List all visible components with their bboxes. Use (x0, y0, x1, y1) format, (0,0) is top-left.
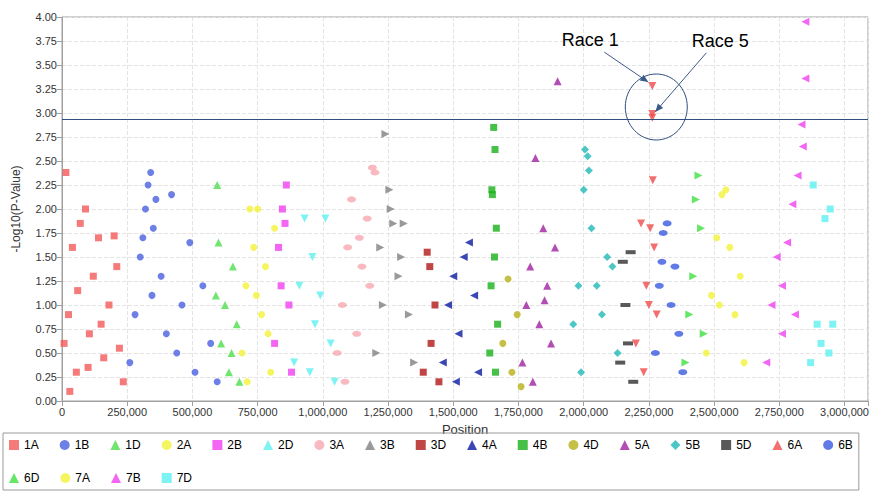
svg-text:250,000: 250,000 (107, 406, 147, 418)
svg-text:1.25: 1.25 (36, 275, 57, 287)
svg-text:7D: 7D (177, 471, 193, 485)
svg-text:4.00: 4.00 (36, 11, 57, 23)
svg-text:2.25: 2.25 (36, 179, 57, 191)
svg-text:500,000: 500,000 (173, 406, 213, 418)
svg-text:5A: 5A (635, 438, 650, 452)
svg-text:6D: 6D (24, 471, 40, 485)
svg-text:Race 1: Race 1 (562, 30, 619, 50)
svg-text:5D: 5D (736, 438, 752, 452)
svg-text:2A: 2A (177, 438, 192, 452)
svg-text:4D: 4D (583, 438, 599, 452)
svg-text:-Log10(P-Value): -Log10(P-Value) (9, 165, 23, 252)
svg-text:3D: 3D (431, 438, 447, 452)
svg-text:0.00: 0.00 (36, 395, 57, 407)
svg-text:2.75: 2.75 (36, 131, 57, 143)
svg-text:2.00: 2.00 (36, 203, 57, 215)
svg-text:2D: 2D (278, 438, 294, 452)
svg-text:1,500,000: 1,500,000 (429, 406, 478, 418)
svg-text:1A: 1A (24, 438, 39, 452)
svg-text:0.75: 0.75 (36, 323, 57, 335)
svg-text:2,000,000: 2,000,000 (559, 406, 608, 418)
svg-text:2,750,000: 2,750,000 (755, 406, 804, 418)
svg-text:2,250,000: 2,250,000 (624, 406, 673, 418)
svg-text:3.25: 3.25 (36, 83, 57, 95)
svg-text:3B: 3B (380, 438, 395, 452)
svg-text:5B: 5B (685, 438, 700, 452)
svg-text:1,250,000: 1,250,000 (364, 406, 413, 418)
svg-text:1.50: 1.50 (36, 251, 57, 263)
svg-text:6B: 6B (838, 438, 853, 452)
svg-text:6A: 6A (787, 438, 802, 452)
svg-text:3A: 3A (329, 438, 344, 452)
svg-text:1.00: 1.00 (36, 299, 57, 311)
svg-text:7B: 7B (126, 471, 141, 485)
svg-text:2.50: 2.50 (36, 155, 57, 167)
svg-text:2B: 2B (227, 438, 242, 452)
svg-text:4B: 4B (533, 438, 548, 452)
svg-text:0.25: 0.25 (36, 371, 57, 383)
svg-text:3.75: 3.75 (36, 35, 57, 47)
svg-text:1B: 1B (75, 438, 90, 452)
svg-text:0.50: 0.50 (36, 347, 57, 359)
svg-text:2,500,000: 2,500,000 (690, 406, 739, 418)
svg-text:3.50: 3.50 (36, 59, 57, 71)
svg-text:1,750,000: 1,750,000 (494, 406, 543, 418)
svg-text:4A: 4A (482, 438, 497, 452)
svg-text:3,000,000: 3,000,000 (820, 406, 869, 418)
svg-text:Race 5: Race 5 (692, 31, 749, 51)
svg-text:Position: Position (441, 422, 489, 437)
svg-text:1D: 1D (125, 438, 141, 452)
svg-text:0: 0 (59, 406, 65, 418)
svg-text:7A: 7A (75, 471, 90, 485)
svg-text:1,000,000: 1,000,000 (298, 406, 347, 418)
svg-text:1.75: 1.75 (36, 227, 57, 239)
svg-text:750,000: 750,000 (238, 406, 278, 418)
svg-text:3.00: 3.00 (36, 107, 57, 119)
